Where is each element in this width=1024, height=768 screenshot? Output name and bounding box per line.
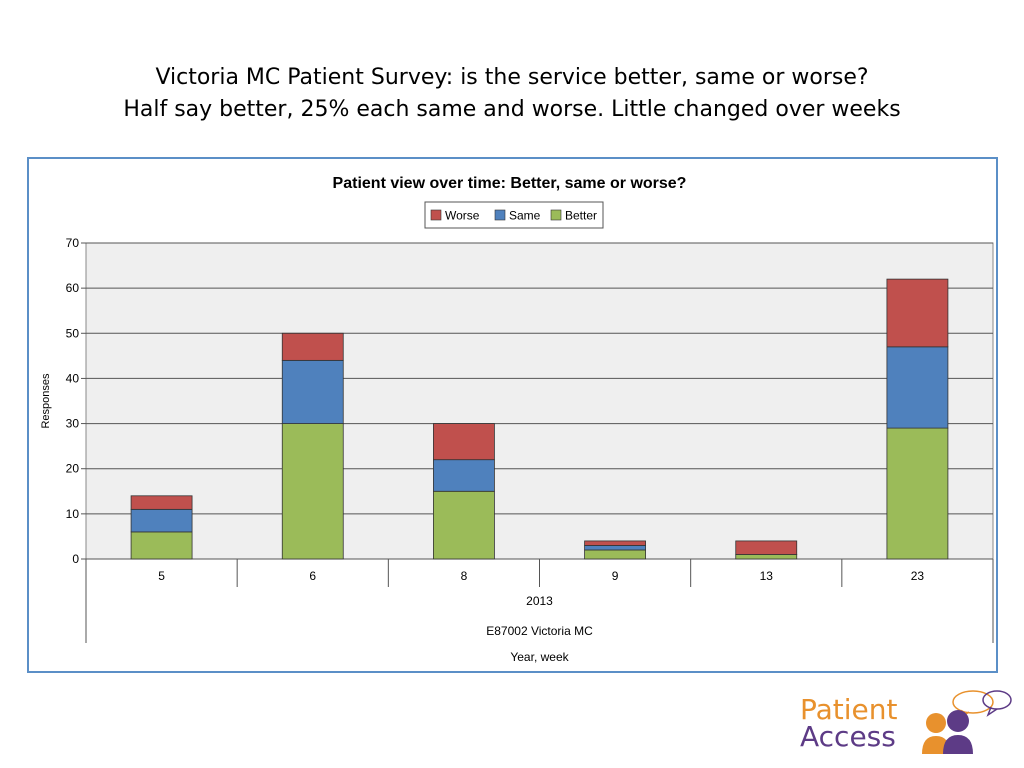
bar-worse-week-9	[584, 540, 646, 546]
x-group-label-2: Year, week	[510, 650, 569, 664]
bar-worse-week-5	[130, 495, 193, 510]
y-tick-label-60: 60	[66, 281, 80, 295]
people-speech-bubbles-icon	[922, 690, 1012, 754]
chart-frame: Patient view over time: Better, same or …	[27, 157, 998, 673]
chart-title: Patient view over time: Better, same or …	[333, 175, 687, 192]
y-tick-label-0: 0	[72, 552, 79, 566]
x-tick-label-23: 23	[911, 569, 925, 583]
y-tick-label-20: 20	[66, 462, 80, 476]
stacked-bar-chart: Patient view over time: Better, same or …	[40, 175, 994, 664]
y-tick-label-70: 70	[66, 236, 80, 250]
legend-swatch-worse	[430, 209, 442, 221]
x-group-label-1: E87002 Victoria MC	[486, 624, 593, 638]
x-group-label-0: 2013	[526, 594, 553, 608]
y-tick-label-50: 50	[66, 326, 80, 340]
slide-title-line-1: Victoria MC Patient Survey: is the servi…	[155, 65, 869, 90]
bar-worse-week-8	[433, 423, 495, 461]
bar-same-week-9	[584, 545, 646, 551]
x-tick-label-6: 6	[309, 569, 316, 583]
bar-better-week-23	[886, 427, 949, 560]
bar-better-week-5	[130, 531, 193, 560]
y-tick-label-30: 30	[66, 417, 80, 431]
y-tick-label-40: 40	[66, 371, 80, 385]
bar-same-week-8	[433, 459, 495, 492]
legend-label-worse: Worse	[445, 209, 480, 223]
y-tick-label-10: 10	[66, 507, 80, 521]
logo-line-2: Access	[800, 720, 896, 753]
bar-worse-week-13	[735, 540, 798, 555]
slide-title: Victoria MC Patient Survey: is the servi…	[0, 62, 1024, 126]
legend-swatch-same	[494, 209, 506, 221]
legend-label-same: Same	[509, 209, 541, 223]
bar-better-week-13	[735, 554, 798, 560]
bar-worse-week-6	[281, 332, 344, 361]
plot-area	[85, 242, 994, 560]
bar-better-week-9	[584, 549, 646, 560]
legend-label-better: Better	[565, 209, 597, 223]
legend-box	[424, 201, 604, 229]
x-tick-label-13: 13	[760, 569, 774, 583]
bar-better-week-6	[281, 423, 344, 560]
logo-line-1: Patient	[800, 693, 898, 726]
patient-access-logo: Patient Access	[800, 688, 1012, 758]
bar-same-week-6	[281, 359, 344, 424]
x-tick-label-8: 8	[461, 569, 468, 583]
slide-title-line-2: Half say better, 25% each same and worse…	[123, 97, 901, 122]
logo-text: Patient Access	[800, 693, 898, 753]
legend-swatch-better	[550, 209, 562, 221]
x-tick-label-9: 9	[612, 569, 619, 583]
bar-worse-week-23	[886, 278, 949, 348]
bar-same-week-5	[130, 508, 193, 533]
x-tick-label-5: 5	[158, 569, 165, 583]
bar-same-week-23	[886, 346, 949, 429]
bar-better-week-8	[433, 490, 495, 560]
y-axis-label: Responses	[40, 373, 52, 429]
